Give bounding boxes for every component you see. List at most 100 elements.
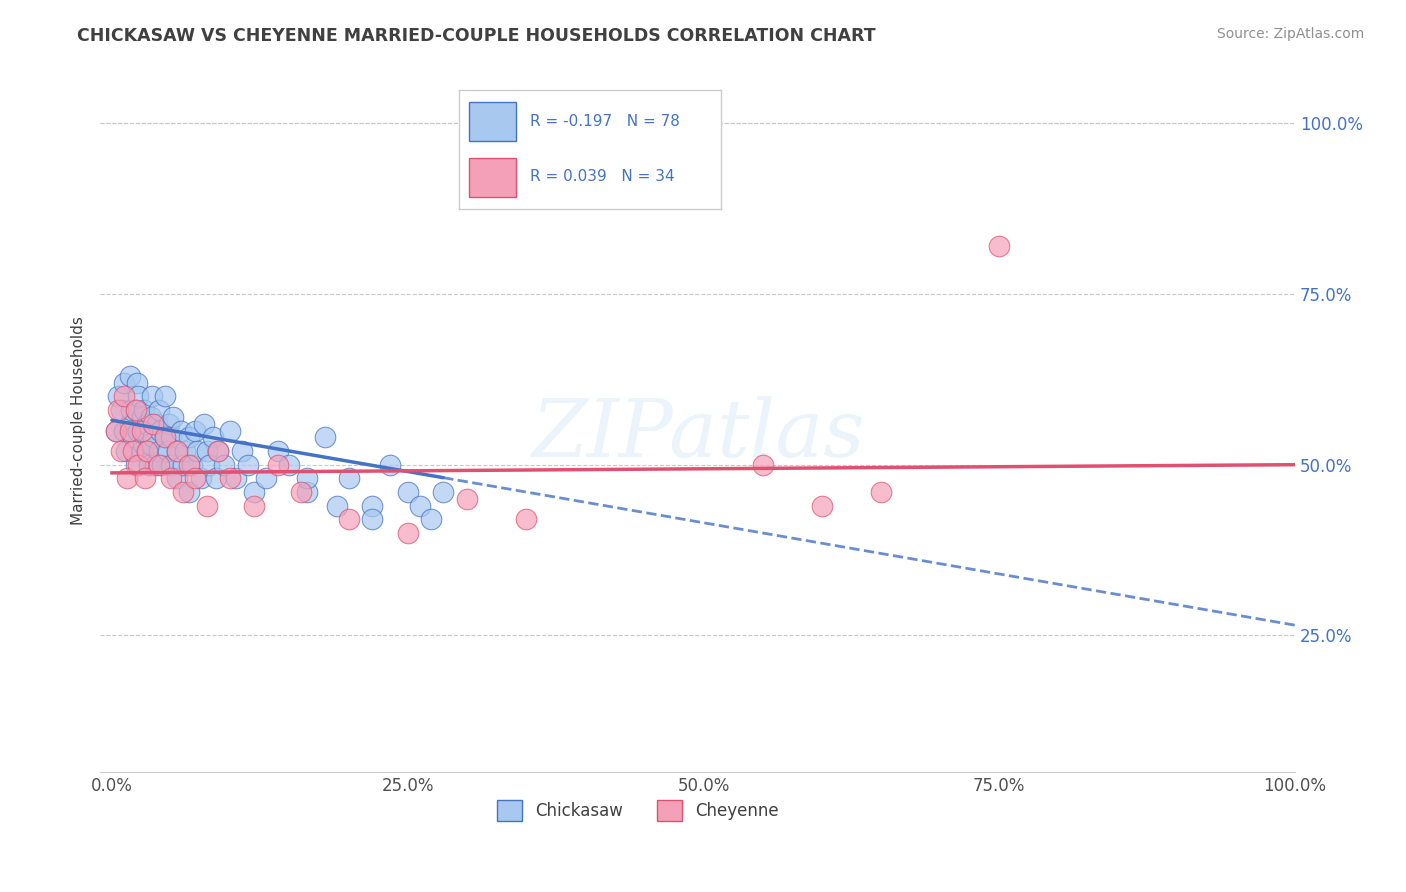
Point [110, 444, 132, 458]
Point [162, 409, 184, 424]
Point [810, 499, 832, 513]
Point [456, 491, 478, 506]
Point [122, 444, 145, 458]
Point [184, 471, 207, 485]
Legend: Chickasaw, Cheyenne: Chickasaw, Cheyenne [484, 787, 792, 834]
Point [138, 458, 160, 472]
Point [870, 485, 893, 500]
Point [160, 430, 183, 444]
Text: CHICKASAW VS CHEYENNE MARRIED-COUPLE HOUSEHOLDS CORRELATION CHART: CHICKASAW VS CHEYENNE MARRIED-COUPLE HOU… [77, 27, 876, 45]
Point [266, 444, 288, 458]
Point [169, 424, 191, 438]
Point [190, 471, 212, 485]
Point [142, 430, 165, 444]
Point [157, 417, 180, 431]
Point [143, 458, 166, 472]
Point [243, 485, 266, 500]
Point [278, 458, 301, 472]
Point [172, 485, 194, 500]
Point [174, 444, 197, 458]
Point [172, 458, 194, 472]
Point [153, 430, 176, 444]
Point [166, 444, 188, 458]
Point [132, 403, 155, 417]
Point [112, 376, 135, 390]
Point [131, 424, 153, 438]
Point [195, 499, 218, 513]
Point [396, 485, 419, 500]
Point [107, 403, 129, 417]
Point [254, 471, 277, 485]
Point [295, 485, 318, 500]
Point [290, 485, 312, 500]
Point [361, 499, 384, 513]
Point [186, 444, 208, 458]
Point [148, 444, 170, 458]
Point [118, 368, 141, 383]
Point [120, 403, 142, 417]
Point [136, 417, 159, 431]
Point [117, 471, 139, 485]
Point [118, 424, 141, 438]
Point [396, 526, 419, 541]
Point [193, 417, 215, 431]
Point [195, 444, 218, 458]
Point [124, 403, 146, 417]
Point [201, 430, 224, 444]
Point [236, 458, 259, 472]
Point [326, 499, 349, 513]
Point [153, 389, 176, 403]
Point [166, 471, 188, 485]
Point [337, 512, 360, 526]
Point [134, 424, 156, 438]
Point [124, 458, 146, 472]
Point [314, 430, 336, 444]
Point [132, 437, 155, 451]
Point [243, 499, 266, 513]
Point [148, 458, 170, 472]
Point [751, 458, 773, 472]
Point [219, 471, 242, 485]
Point [112, 389, 135, 403]
Point [134, 471, 156, 485]
Point [420, 512, 443, 526]
Point [131, 409, 153, 424]
Point [184, 424, 207, 438]
Point [337, 471, 360, 485]
Point [266, 458, 288, 472]
Point [104, 424, 127, 438]
Point [225, 471, 247, 485]
Point [112, 424, 135, 438]
Point [139, 437, 162, 451]
Point [160, 458, 183, 472]
Point [515, 512, 537, 526]
Point [198, 458, 221, 472]
Point [207, 444, 229, 458]
Point [139, 409, 162, 424]
Point [148, 403, 170, 417]
Point [205, 471, 228, 485]
Point [122, 430, 145, 444]
Point [219, 424, 242, 438]
Point [127, 389, 149, 403]
Point [988, 239, 1011, 253]
Point [156, 444, 179, 458]
Point [127, 458, 149, 472]
Point [146, 417, 169, 431]
Point [149, 424, 172, 438]
Point [153, 430, 176, 444]
Y-axis label: Married-couple Households: Married-couple Households [72, 316, 86, 524]
Point [127, 424, 149, 438]
Point [136, 444, 159, 458]
Point [361, 512, 384, 526]
Point [141, 389, 163, 403]
Point [118, 417, 141, 431]
Point [104, 424, 127, 438]
Text: Source: ZipAtlas.com: Source: ZipAtlas.com [1216, 27, 1364, 41]
Point [125, 376, 148, 390]
Point [160, 471, 183, 485]
Point [207, 444, 229, 458]
Point [124, 403, 146, 417]
Point [177, 430, 200, 444]
Point [408, 499, 430, 513]
